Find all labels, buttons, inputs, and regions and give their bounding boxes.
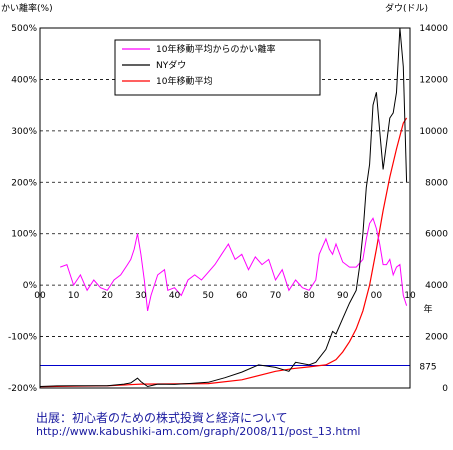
- gridlines: [40, 79, 410, 337]
- x-tick-label: 00: [34, 291, 46, 301]
- right-tick-label: 12000: [419, 75, 448, 85]
- x-tick-label: 60: [236, 291, 248, 301]
- x-tick-label: 30: [135, 291, 147, 301]
- x-tick-label: 40: [169, 291, 181, 301]
- series-line-0: [60, 217, 408, 312]
- tick-labels: 500% 400% 300% 200% 100% 0% -100% -200% 14000 120…: [8, 24, 448, 394]
- right-tick-label: 2000: [425, 333, 448, 343]
- x-tick-label: 90: [337, 291, 349, 301]
- source-url: http://www.kabushiki-am.com/graph/2008/1…: [36, 425, 361, 438]
- series-line-1: [39, 27, 408, 388]
- right-tick-label: 14000: [419, 24, 448, 34]
- right-tick-label: 0: [442, 384, 448, 394]
- x-tick-label: 70: [270, 291, 282, 301]
- right-tick-label: 10000: [419, 127, 448, 137]
- x-tick-label: 50: [202, 291, 214, 301]
- left-tick-label: 300%: [11, 127, 37, 137]
- left-tick-label: 100%: [11, 230, 37, 240]
- right-axis-title: ダウ(ドル): [385, 2, 428, 14]
- right-tick-label: 6000: [425, 230, 448, 240]
- legend: 10年移動平均からのかい離率 NYダウ 10年移動平均: [114, 39, 321, 96]
- x-tick-label: 00: [371, 291, 383, 301]
- left-tick-label: 0%: [23, 281, 38, 291]
- legend-label-1: NYダウ: [156, 59, 186, 71]
- series-lines: [39, 27, 410, 388]
- left-tick-label: 400%: [11, 75, 37, 85]
- left-axis-title: かい離率(%): [1, 2, 53, 14]
- legend-label-2: 10年移動平均: [156, 75, 212, 87]
- x-tick-label: 10: [68, 291, 80, 301]
- left-tick-label: -200%: [8, 384, 37, 394]
- reference-line-label: 875: [419, 363, 436, 373]
- left-tick-label: -100%: [8, 333, 37, 343]
- left-tick-label: 500%: [11, 24, 37, 34]
- source-caption: 出展：初心者のための株式投資と経済について: [36, 411, 288, 425]
- legend-label-0: 10年移動平均からのかい離率: [156, 43, 275, 55]
- x-tick-label: 10: [404, 291, 416, 301]
- left-tick-label: 200%: [11, 178, 37, 188]
- right-tick-label: 4000: [425, 281, 448, 291]
- plot-frame: [39, 27, 411, 389]
- x-tick-label: 80: [303, 291, 315, 301]
- right-tick-label: 8000: [425, 178, 448, 188]
- x-axis-unit: 年: [423, 303, 432, 315]
- chart: かい離率(%) ダウ(ドル) 500% 400% 300% 200% 100% 0% -10…: [1, 2, 448, 394]
- x-tick-label: 20: [102, 291, 114, 301]
